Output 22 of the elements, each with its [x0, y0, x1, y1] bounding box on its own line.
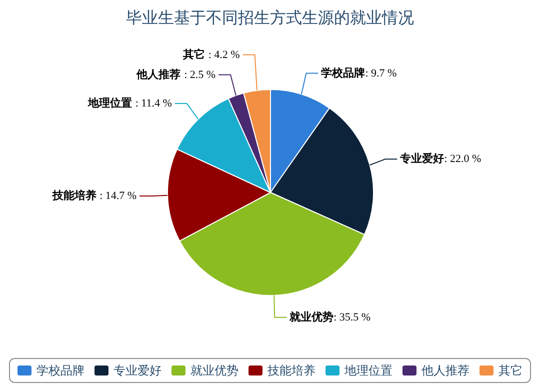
legend-label: 技能培养	[266, 364, 316, 378]
legend-label: 专业爱好	[114, 364, 162, 378]
legend-label: 其它	[498, 364, 522, 378]
slice-label: 技能培养	[52, 189, 97, 202]
slice-label: 他人推荐	[136, 68, 181, 81]
chart-title: 毕业生基于不同招生方式生源的就业情况	[126, 9, 414, 27]
data-label: : 11.4 %	[135, 98, 172, 110]
data-label: : 35.5 %	[334, 311, 371, 324]
legend-label: 地理位置	[344, 364, 392, 378]
slice-label: 地理位置	[86, 96, 132, 110]
data-label: : 2.5 %	[184, 68, 216, 81]
data-label: : 9.7 %	[365, 67, 397, 80]
data-label: : 14.7 %	[100, 190, 137, 202]
slice-label: 其它	[182, 48, 205, 61]
slice-label: 学校品牌	[321, 66, 366, 80]
legend-label: 他人推荐	[422, 364, 470, 378]
slice-label: 专业爱好	[399, 152, 444, 166]
legend-label: 学校品牌	[36, 364, 84, 378]
legend-label: 就业优势	[190, 364, 238, 378]
data-label: : 22.0 %	[444, 153, 482, 166]
data-label: : 4.2 %	[208, 48, 240, 61]
slice-label: 就业优势	[288, 310, 334, 324]
